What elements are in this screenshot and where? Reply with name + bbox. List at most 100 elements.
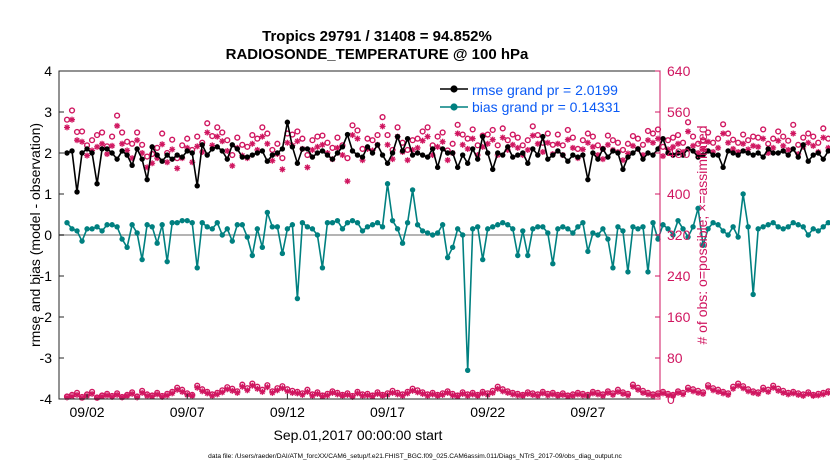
bias-point xyxy=(700,242,706,248)
rmse-point xyxy=(525,160,531,166)
rmse-point xyxy=(620,166,626,173)
possible-count-marker xyxy=(669,134,677,141)
possible-count-marker xyxy=(324,139,331,146)
bottom-assimilated-marker xyxy=(309,392,316,399)
bottom-assimilated-marker xyxy=(614,388,621,395)
possible-count-marker xyxy=(785,137,792,144)
bottom-assimilated-marker xyxy=(374,390,381,397)
bias-point xyxy=(304,224,311,230)
rmse-point xyxy=(820,156,826,162)
bottom-assimilated-marker xyxy=(104,392,111,399)
assimilated-count-marker xyxy=(685,128,692,135)
possible-count-marker xyxy=(609,137,617,144)
rmse-point xyxy=(94,181,100,187)
rmse-point xyxy=(434,164,441,171)
rmse-point xyxy=(735,152,741,158)
assimilated-count-marker xyxy=(544,139,551,146)
possible-count-marker xyxy=(775,128,782,135)
assimilated-count-marker xyxy=(424,133,431,140)
rmse-point xyxy=(79,150,85,156)
bias-point xyxy=(249,252,256,259)
rmse-point xyxy=(319,148,326,154)
bias-point xyxy=(104,222,110,228)
bottom-assimilated-marker xyxy=(169,390,176,397)
possible-count-marker xyxy=(154,144,161,151)
rmse-point xyxy=(309,154,316,160)
bias-point xyxy=(139,256,145,263)
bias-point xyxy=(565,226,571,232)
bottom-assimilated-marker xyxy=(649,392,656,399)
bias-point xyxy=(99,228,105,234)
bottom-assimilated-marker xyxy=(780,389,787,396)
rmse-point xyxy=(244,154,251,160)
bias-point xyxy=(670,232,676,238)
bias-point xyxy=(750,291,756,298)
bias-point xyxy=(500,220,506,226)
assimilated-count-marker xyxy=(84,152,91,159)
bottom-assimilated-marker xyxy=(214,391,221,398)
bottom-assimilated-marker xyxy=(444,389,451,396)
possible-count-marker xyxy=(244,143,251,150)
bias-point xyxy=(760,224,766,230)
assimilated-count-marker xyxy=(94,143,101,150)
rmse-point xyxy=(675,150,681,156)
bias-point xyxy=(319,265,326,271)
assimilated-count-marker xyxy=(134,137,141,144)
assimilated-count-marker xyxy=(454,130,461,137)
bottom-assimilated-marker xyxy=(134,394,141,401)
possible-count-marker xyxy=(629,132,637,140)
bias-point xyxy=(720,228,726,234)
bottom-assimilated-marker xyxy=(369,393,376,400)
bias-point xyxy=(419,228,426,234)
rmse-point xyxy=(409,152,416,158)
bias-point xyxy=(510,226,516,232)
bottom-assimilated-marker xyxy=(710,387,717,394)
bias-point xyxy=(474,224,481,230)
possible-count-marker xyxy=(414,135,421,142)
rmse-point xyxy=(655,146,661,152)
bias-point xyxy=(429,232,436,238)
bottom-assimilated-marker xyxy=(459,390,466,397)
possible-count-marker xyxy=(454,121,461,128)
bias-point xyxy=(349,217,356,224)
possible-count-marker xyxy=(489,126,496,134)
left-tick-label: 0 xyxy=(44,227,52,243)
rmse-point xyxy=(289,144,296,150)
possible-count-marker xyxy=(815,139,822,146)
rmse-point xyxy=(625,154,631,160)
assimilated-count-marker xyxy=(534,140,541,147)
possible-count-marker xyxy=(624,140,632,147)
assimilated-count-marker xyxy=(104,151,111,158)
rmse-point xyxy=(560,152,566,158)
bias-point xyxy=(114,224,120,230)
bottom-assimilated-marker xyxy=(514,392,521,399)
bottom-assimilated-marker xyxy=(700,390,707,397)
legend-box xyxy=(436,79,654,115)
possible-count-marker xyxy=(664,137,672,144)
assimilated-count-marker xyxy=(725,139,732,146)
assimilated-count-marker xyxy=(279,166,286,173)
rmse-point xyxy=(725,148,731,154)
possible-count-marker xyxy=(750,133,757,140)
possible-count-marker xyxy=(449,140,456,147)
bias-point xyxy=(364,224,371,230)
rmse-point xyxy=(114,156,120,162)
rmse-point xyxy=(354,152,361,158)
bias-point xyxy=(715,222,721,228)
rmse-point xyxy=(765,146,771,152)
rmse-point xyxy=(329,156,336,162)
rmse-point xyxy=(399,148,406,154)
bias-point xyxy=(314,232,321,238)
rmse-point xyxy=(64,150,70,156)
possible-count-marker xyxy=(730,136,737,143)
bias-point xyxy=(495,222,501,228)
bottom-assimilated-marker xyxy=(194,384,201,391)
possible-count-marker xyxy=(699,137,707,144)
bias-point xyxy=(545,230,551,236)
bottom-assimilated-marker xyxy=(284,388,291,395)
rmse-point xyxy=(495,150,501,156)
x-tick-label: 09/27 xyxy=(570,404,605,420)
bias-point xyxy=(179,217,185,224)
bias-point xyxy=(640,224,646,230)
